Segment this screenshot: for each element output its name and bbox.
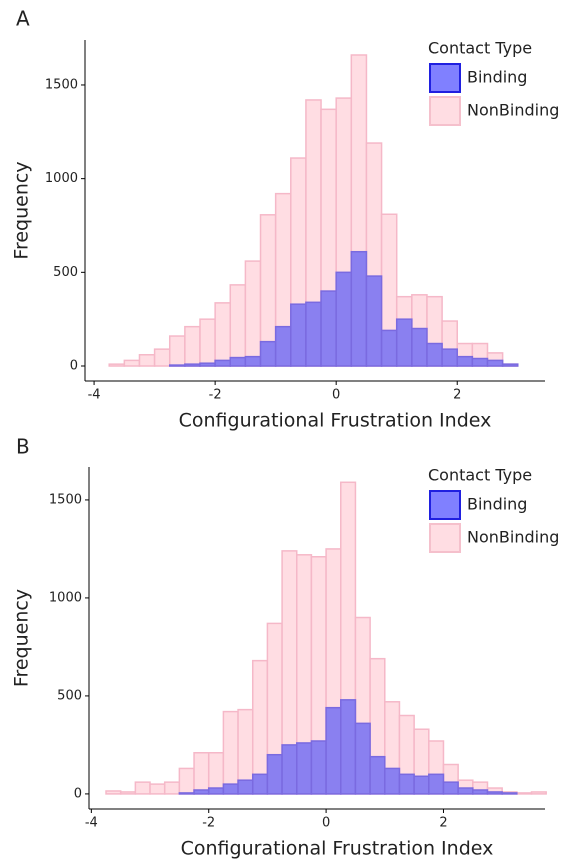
legend-swatch — [429, 490, 461, 520]
bar — [305, 301, 322, 367]
bar — [244, 260, 262, 367]
bar — [350, 250, 368, 367]
x-tick-label: 2 — [439, 816, 447, 831]
bar — [411, 327, 428, 367]
y-axis-label: Frequency — [11, 589, 33, 687]
x-tick-label: -2 — [209, 388, 222, 403]
bar — [486, 359, 504, 367]
bar — [335, 271, 353, 367]
y-tick-label: 1000 — [49, 590, 82, 605]
legend-title: Contact Type — [428, 39, 532, 58]
legend-label: NonBinding — [467, 528, 559, 547]
bar — [457, 787, 474, 795]
x-tick-label: 0 — [322, 816, 330, 831]
legend-label: NonBinding — [467, 101, 559, 120]
bar — [244, 355, 262, 367]
bar — [274, 325, 292, 367]
bar — [501, 363, 519, 367]
bar — [441, 348, 458, 367]
x-axis-label: Configurational Frustration Index — [179, 410, 492, 432]
bar — [296, 742, 313, 795]
y-tick-label: 0 — [70, 359, 78, 374]
legend-label: Binding — [467, 68, 527, 87]
bar — [365, 275, 383, 367]
legend-swatch — [429, 523, 461, 553]
x-tick-label: -4 — [88, 388, 101, 403]
bar — [325, 706, 342, 795]
bar — [530, 791, 547, 795]
bar — [516, 792, 533, 795]
x-tick-label: 2 — [453, 388, 461, 403]
legend-swatch — [429, 63, 461, 93]
bar — [384, 767, 401, 795]
legend-label: Binding — [467, 495, 527, 514]
bar — [184, 325, 201, 367]
bar — [290, 303, 307, 367]
bar — [442, 781, 459, 795]
bar — [229, 356, 247, 367]
bar — [178, 792, 195, 795]
bar — [222, 710, 239, 795]
bar — [320, 290, 337, 367]
bar — [134, 781, 151, 795]
bar — [310, 740, 327, 795]
bar — [354, 722, 371, 795]
bar — [426, 342, 443, 367]
x-tick-label: 0 — [332, 388, 340, 403]
y-axis-label: Frequency — [11, 161, 33, 259]
bar — [340, 699, 357, 795]
y-tick-label: 1500 — [45, 77, 78, 92]
bar — [229, 284, 247, 367]
bar — [259, 340, 277, 367]
y-tick-label: 500 — [57, 688, 82, 703]
y-tick-label: 1500 — [49, 492, 82, 507]
x-tick-label: -2 — [202, 816, 215, 831]
bar — [369, 755, 386, 795]
bar — [199, 318, 216, 367]
panel-label: B — [16, 435, 30, 459]
bar — [119, 791, 137, 795]
bar — [163, 781, 181, 795]
bar — [281, 744, 298, 795]
bar — [428, 773, 445, 795]
bar — [149, 783, 166, 795]
bar — [486, 791, 503, 795]
bar — [108, 363, 126, 367]
bar — [214, 359, 232, 367]
bar — [199, 362, 216, 367]
legend-title: Contact Type — [428, 466, 532, 485]
bar — [413, 775, 430, 795]
bar — [178, 767, 195, 795]
x-axis-label: Configurational Frustration Index — [181, 838, 494, 860]
bar — [398, 773, 415, 795]
bar — [153, 348, 171, 367]
y-tick-label: 500 — [53, 265, 78, 280]
bar — [168, 364, 186, 367]
bar — [222, 783, 239, 795]
bar — [237, 779, 254, 795]
bar — [471, 357, 489, 367]
bar — [456, 355, 474, 367]
bar — [251, 773, 269, 795]
bar — [105, 790, 122, 795]
y-tick-label: 1000 — [45, 171, 78, 186]
legend-swatch — [429, 96, 461, 126]
bar — [168, 335, 186, 367]
bar — [207, 787, 225, 795]
y-tick-label: 0 — [74, 786, 82, 801]
panel-label: A — [16, 7, 30, 31]
bar — [266, 753, 283, 795]
bar — [138, 354, 156, 367]
bar — [184, 363, 201, 367]
bar — [123, 359, 141, 367]
bar — [380, 329, 398, 367]
bar — [395, 318, 413, 367]
bar — [501, 792, 518, 795]
x-tick-label: -4 — [85, 816, 98, 831]
bar — [214, 302, 232, 367]
bar — [193, 752, 210, 795]
bar — [193, 789, 210, 795]
bar — [472, 789, 489, 795]
